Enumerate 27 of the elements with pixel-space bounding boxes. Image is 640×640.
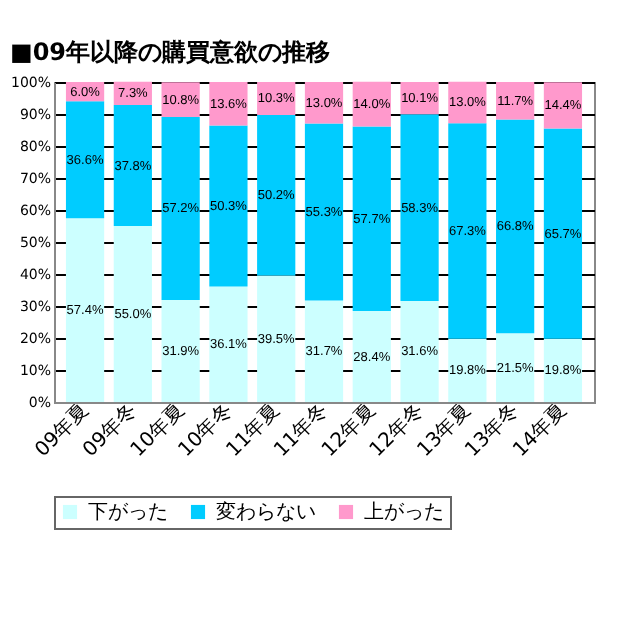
bar [209,286,248,402]
bar [448,123,487,339]
bar [65,101,105,219]
bar [161,299,200,402]
bar [352,311,391,402]
bar [543,338,583,402]
bar [400,114,439,301]
bar [496,333,535,402]
bar [304,123,344,301]
bar [161,116,200,300]
bar [352,126,391,312]
bar [209,125,248,287]
legend-label: 上がった [364,500,444,524]
bar [65,218,105,402]
bar [304,300,344,402]
bar [113,105,152,226]
bar [543,128,583,339]
bar [257,275,296,402]
bar [209,82,248,126]
bar [257,114,296,276]
legend-label: 変わらない [216,500,316,524]
bar [496,119,535,334]
chart-title: ■09年以降の購買意欲の推移 [9,38,331,66]
legend-label: 下がった [88,502,168,524]
bar [113,226,152,402]
bar [400,300,439,402]
bar [448,338,487,402]
